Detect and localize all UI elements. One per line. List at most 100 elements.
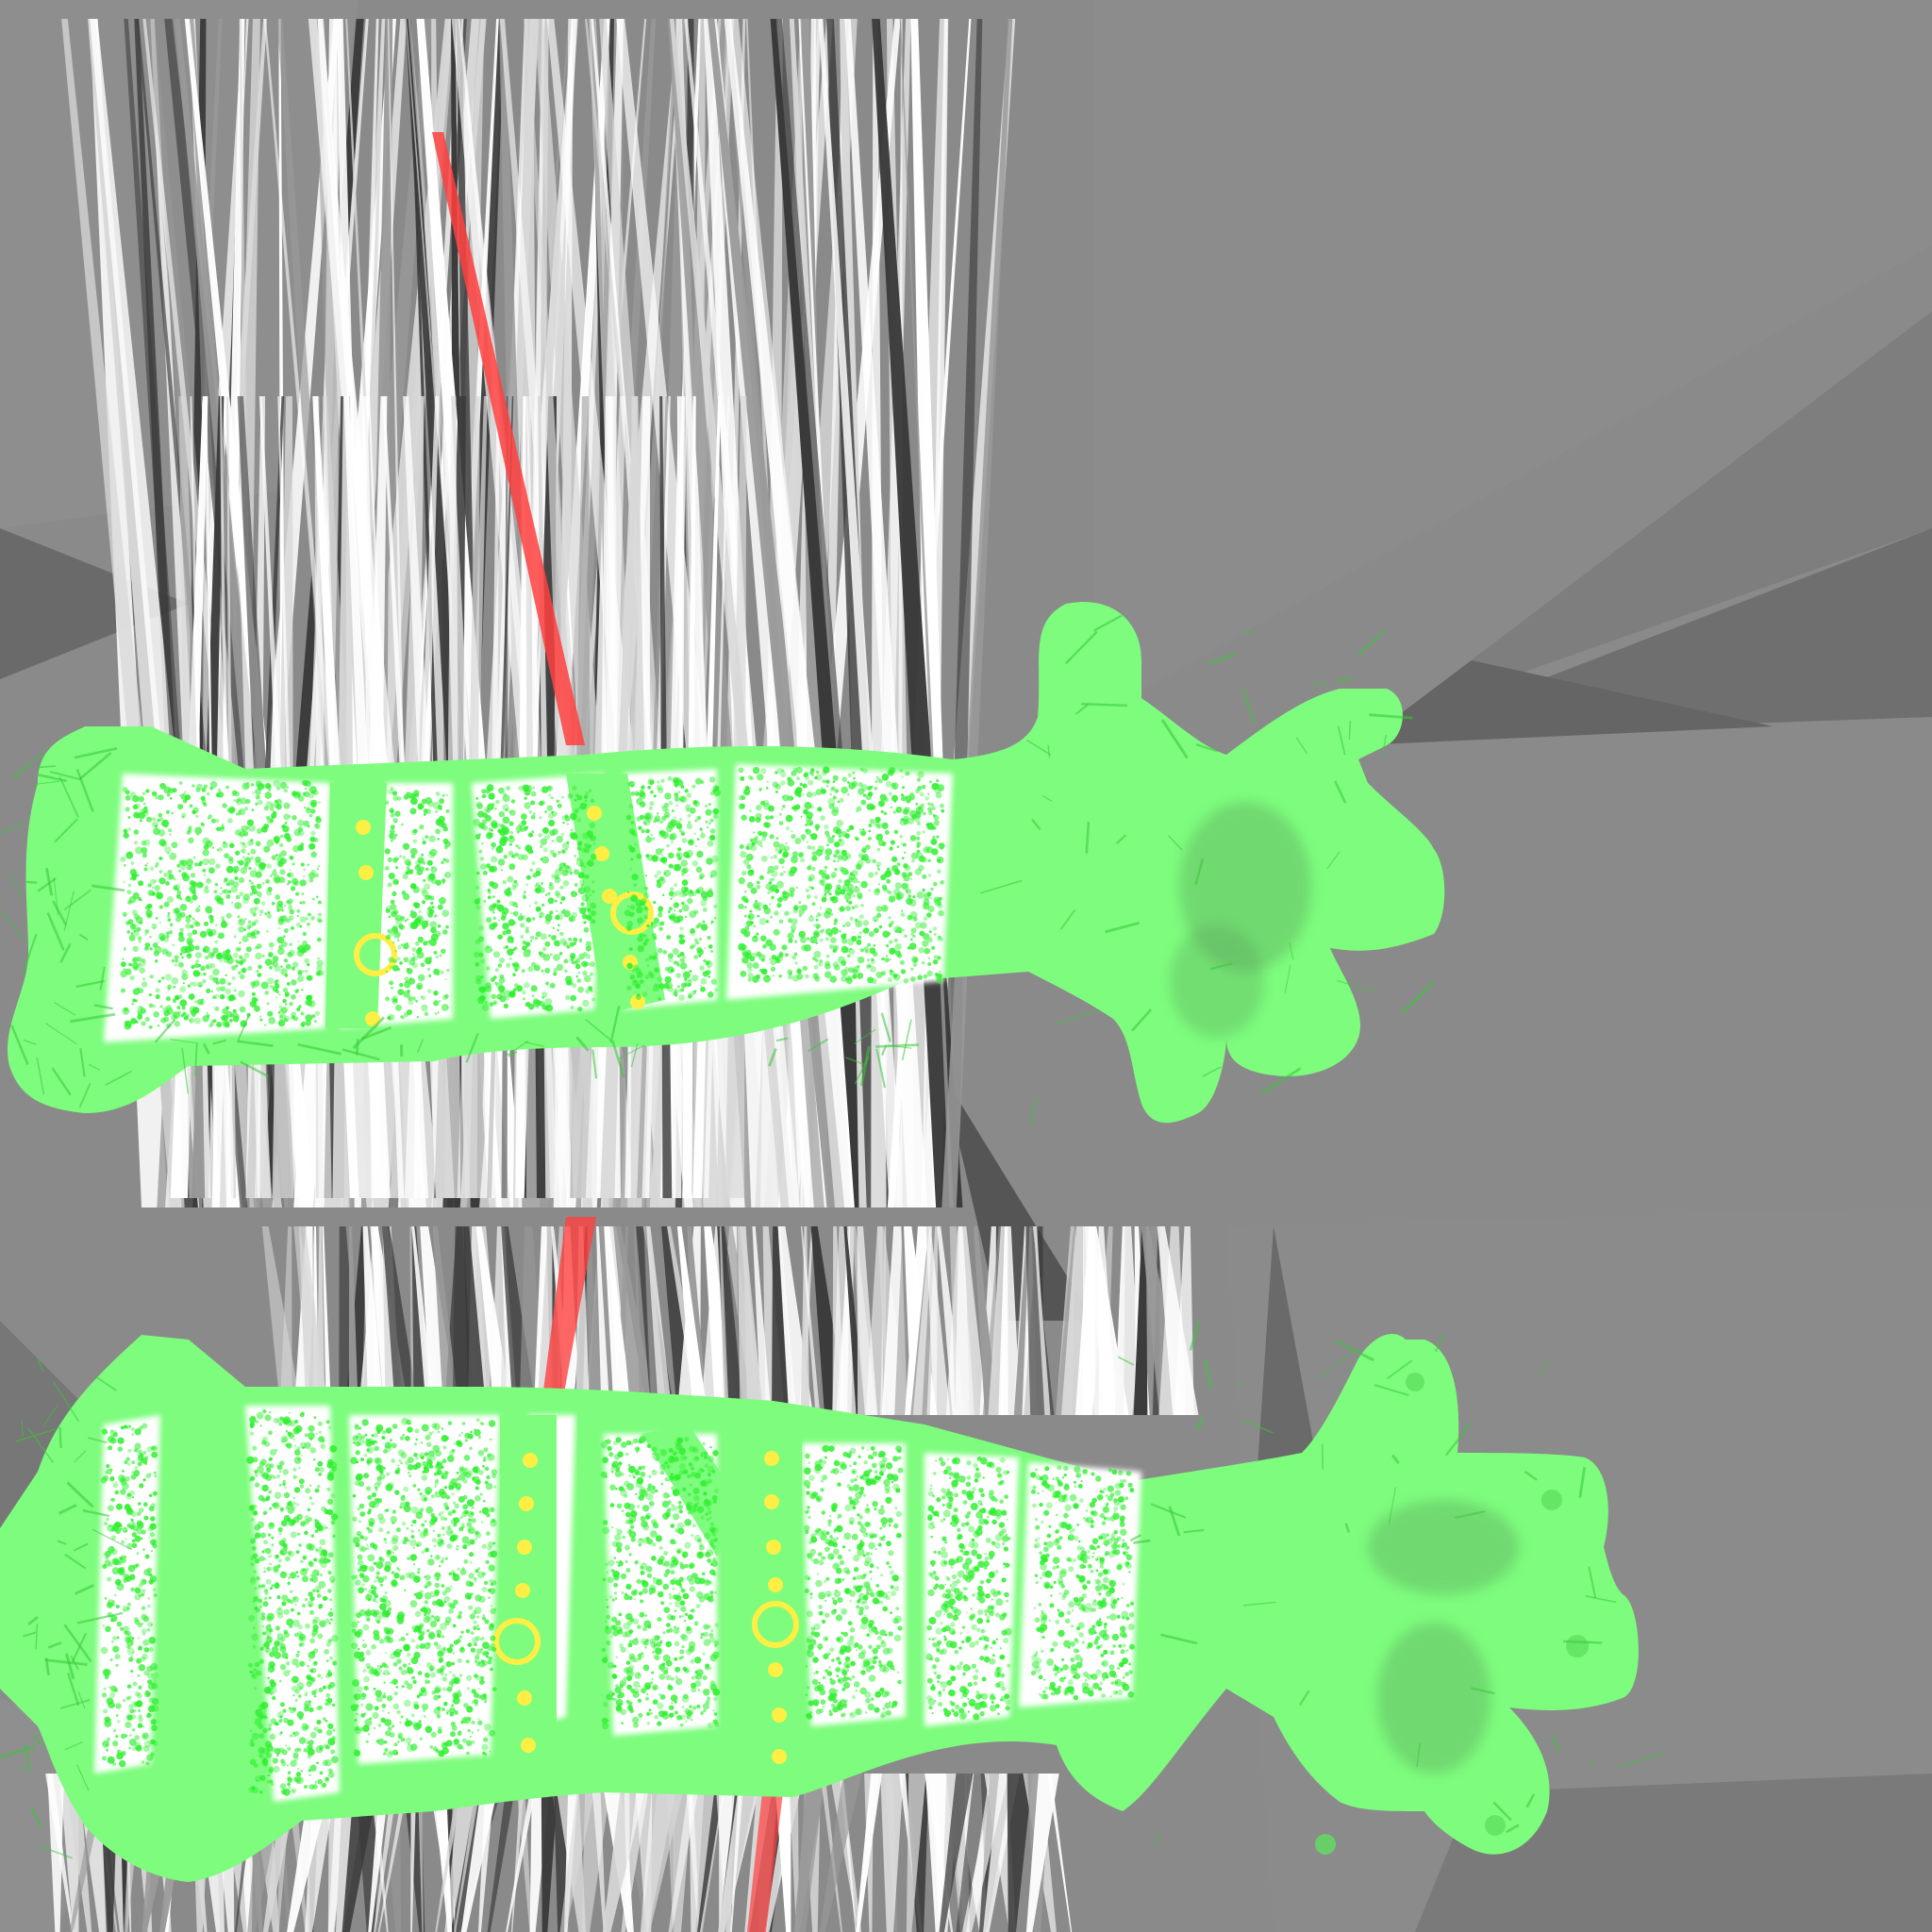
speckle: [524, 802, 531, 809]
speckle: [756, 951, 762, 958]
speckle: [569, 941, 575, 947]
speckle: [277, 947, 285, 956]
speckle: [488, 1656, 492, 1661]
speckle: [458, 1610, 463, 1615]
speckle: [752, 767, 760, 774]
speckle: [310, 802, 317, 808]
speckle: [129, 923, 137, 930]
speckle: [175, 995, 179, 1000]
speckle: [385, 934, 391, 941]
speckle: [802, 965, 808, 972]
speckle: [173, 885, 178, 891]
speckle: [743, 890, 747, 893]
speckle: [483, 900, 487, 903]
speckle: [239, 959, 244, 965]
speckle: [305, 970, 308, 974]
speckle: [199, 985, 202, 988]
speckle: [933, 820, 940, 826]
speckle: [276, 1595, 281, 1600]
speckle: [417, 985, 422, 990]
speckle: [542, 954, 551, 961]
speckle: [554, 876, 561, 884]
speckle: [681, 832, 685, 836]
streak: [362, 1226, 385, 1415]
bg-shard: [1396, 311, 1932, 717]
speckle: [556, 799, 559, 803]
speckle: [216, 1022, 223, 1028]
speckle: [313, 1416, 317, 1420]
speckle: [144, 942, 151, 948]
speckle: [255, 859, 262, 867]
speckle: [475, 961, 480, 967]
speckle: [580, 902, 585, 907]
speckle: [917, 974, 923, 980]
speckle: [525, 926, 529, 931]
speckle: [406, 869, 412, 875]
speckle: [146, 862, 149, 865]
speckle: [181, 812, 187, 818]
speckle: [421, 1550, 425, 1555]
speckle: [178, 931, 184, 938]
speckle: [670, 819, 677, 827]
speckle: [308, 1432, 315, 1440]
speckle: [247, 920, 252, 924]
lower-palm-shade: [1368, 1500, 1519, 1594]
speckle: [863, 946, 869, 952]
speckle: [788, 870, 795, 877]
speckle: [224, 877, 228, 882]
speckle: [202, 948, 207, 953]
speckle: [561, 815, 566, 820]
speckle: [319, 1467, 325, 1473]
speckle: [757, 907, 761, 911]
speckle: [373, 1687, 376, 1690]
speckle: [415, 904, 419, 908]
speckle: [788, 918, 792, 924]
speckle: [145, 816, 153, 823]
speckle: [385, 908, 391, 913]
speckle: [556, 909, 558, 912]
speckle: [530, 791, 537, 797]
speckle: [292, 1694, 295, 1697]
speckle: [267, 1749, 271, 1753]
speckle: [700, 832, 706, 839]
speckle: [251, 996, 258, 1003]
speckle: [442, 1646, 447, 1652]
speckle: [276, 936, 285, 944]
speckle: [391, 891, 397, 897]
speckle: [701, 831, 704, 834]
speckle: [110, 1548, 118, 1556]
speckle: [275, 1638, 284, 1645]
speckle: [476, 803, 483, 809]
speckle: [185, 917, 192, 924]
speckle: [310, 916, 315, 921]
speckle: [248, 1662, 254, 1668]
speckle: [316, 1761, 319, 1765]
speckle: [510, 941, 514, 944]
speckle: [129, 868, 137, 876]
streak: [444, 1774, 481, 1932]
speckle: [884, 958, 890, 963]
speckle: [222, 803, 227, 808]
speckle: [295, 1653, 300, 1657]
speckle: [184, 791, 187, 793]
speckle: [391, 1571, 395, 1574]
speckle: [534, 888, 539, 892]
speckle: [437, 904, 443, 910]
speckle: [657, 870, 661, 875]
speckle: [487, 1453, 495, 1461]
speckle: [481, 1572, 487, 1576]
speckle: [178, 859, 185, 865]
speckle: [275, 894, 281, 900]
speckle: [766, 780, 769, 783]
speckle: [232, 1008, 237, 1013]
speckle: [758, 917, 767, 925]
speckle: [242, 782, 249, 791]
speckle: [151, 1541, 155, 1546]
speckle: [278, 993, 281, 996]
speckle: [258, 864, 266, 872]
upper-palm-shade: [1170, 924, 1264, 1038]
strap-dot: [594, 846, 609, 861]
speckle: [636, 853, 642, 859]
speckle: [541, 882, 543, 885]
speckle: [644, 887, 648, 891]
